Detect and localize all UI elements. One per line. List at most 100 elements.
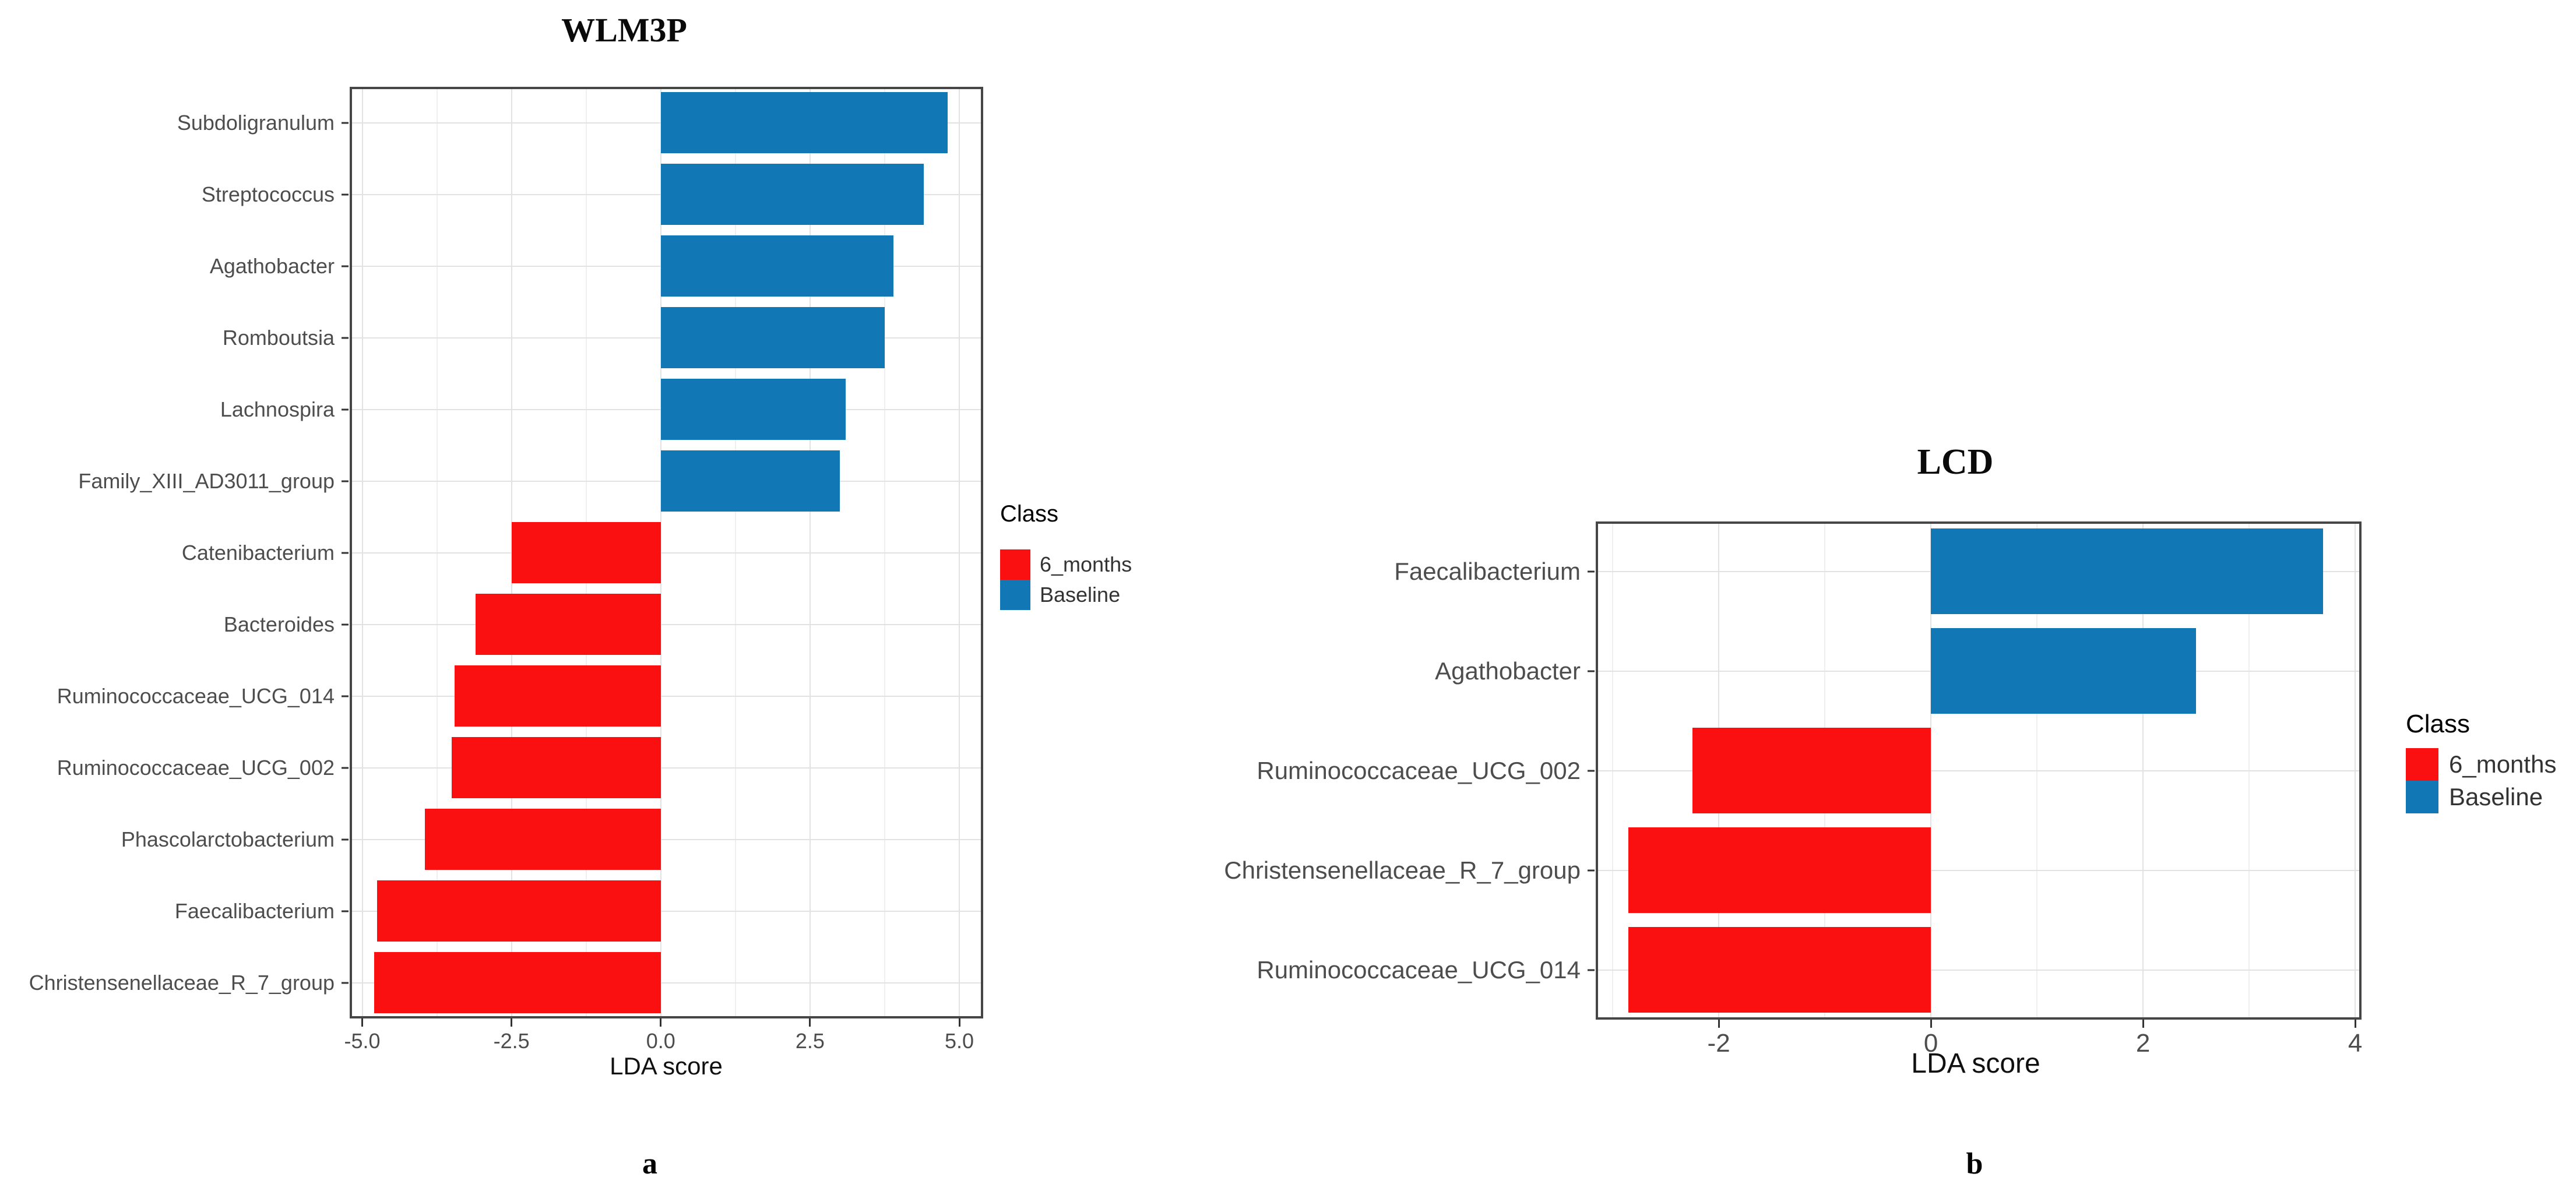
- x-axis-tick-label: 0.0: [646, 1029, 675, 1053]
- y-axis-label-Ruminococcaceae_UCG_014: Ruminococcaceae_UCG_014: [57, 683, 335, 708]
- legend-swatch-6-months: [1000, 549, 1030, 580]
- bar-Ruminococcaceae_UCG_014: [1628, 926, 1931, 1013]
- legend-item-6-months: 6_months: [1000, 549, 1132, 580]
- major-gridline-horizontal: [350, 767, 983, 769]
- legend-swatch-6-months: [2406, 748, 2438, 781]
- y-axis-tick: [342, 552, 349, 554]
- bar-Ruminococcaceae_UCG_002: [452, 736, 661, 799]
- legend-swatch-baseline: [1000, 580, 1030, 610]
- y-axis-label-Agathobacter: Agathobacter: [209, 253, 335, 278]
- y-axis-label-Phascolarctobacterium: Phascolarctobacterium: [121, 827, 335, 851]
- y-axis-label-Faecalibacterium: Faecalibacterium: [174, 898, 335, 923]
- y-axis-tick: [1588, 670, 1595, 672]
- panel-letter-a: a: [642, 1147, 657, 1180]
- y-axis-tick: [1588, 869, 1595, 871]
- bar-Family_XIII_AD3011_group: [660, 450, 840, 512]
- x-axis-tick-label: -5.0: [344, 1029, 381, 1053]
- y-axis-tick: [342, 838, 349, 840]
- legend-label-6-months: 6_months: [1040, 552, 1132, 576]
- major-gridline-horizontal: [1596, 969, 2362, 971]
- major-gridline-horizontal: [350, 982, 983, 984]
- major-gridline-horizontal: [350, 552, 983, 554]
- x-axis-tick-label: 5.0: [944, 1029, 974, 1053]
- legend-item-baseline: Baseline: [2406, 781, 2556, 813]
- y-axis-label-Bacteroides: Bacteroides: [223, 612, 335, 636]
- x-axis-tick: [1718, 1020, 1720, 1028]
- x-axis-tick-label: -2: [1707, 1029, 1730, 1058]
- y-axis-tick: [342, 193, 349, 195]
- legend-title: Class: [2406, 710, 2471, 738]
- y-axis-tick: [342, 265, 349, 267]
- legend-swatch-baseline: [2406, 781, 2438, 813]
- y-axis-label-Faecalibacterium: Faecalibacterium: [1394, 557, 1581, 585]
- bar-Christensenellaceae_R_7_group: [374, 951, 661, 1014]
- y-axis-tick: [1588, 770, 1595, 771]
- x-axis-tick: [660, 1018, 662, 1027]
- y-axis-label-Christensenellaceae_R_7_group: Christensenellaceae_R_7_group: [29, 970, 335, 995]
- y-axis-label-Streptococcus: Streptococcus: [201, 182, 335, 206]
- x-axis-tick-label: 0: [1923, 1029, 1938, 1058]
- panel-letter-b: b: [1966, 1147, 1983, 1180]
- plot-area: [350, 87, 983, 1018]
- legend-label-6-months: 6_months: [2449, 750, 2557, 778]
- y-axis-tick: [1588, 969, 1595, 971]
- x-axis-tick: [2354, 1020, 2356, 1028]
- plot-area: [1596, 521, 2362, 1020]
- y-axis-label-Ruminococcaceae_UCG_002: Ruminococcaceae_UCG_002: [57, 755, 335, 780]
- y-axis-label-Catenibacterium: Catenibacterium: [181, 540, 335, 565]
- major-gridline-horizontal: [350, 695, 983, 697]
- y-axis-tick: [342, 122, 349, 124]
- y-axis-label-Ruminococcaceae_UCG_014: Ruminococcaceae_UCG_014: [1257, 956, 1581, 984]
- legend-label-baseline: Baseline: [1040, 583, 1121, 607]
- major-gridline-horizontal: [350, 623, 983, 625]
- major-gridline-horizontal: [350, 838, 983, 840]
- y-axis-tick: [1588, 570, 1595, 572]
- y-axis-tick: [342, 695, 349, 697]
- x-axis-tick-label: 2.5: [795, 1029, 825, 1053]
- y-axis-tick: [342, 982, 349, 984]
- legend-item-baseline: Baseline: [1000, 580, 1132, 610]
- y-axis-tick: [342, 408, 349, 410]
- bar-Streptococcus: [660, 163, 924, 225]
- y-axis-label-Agathobacter: Agathobacter: [1435, 657, 1581, 685]
- major-gridline-horizontal: [1596, 770, 2362, 771]
- x-axis-tick-label: -2.5: [493, 1029, 530, 1053]
- bar-Faecalibacterium: [377, 880, 661, 942]
- x-axis-tick-label: 2: [2135, 1029, 2151, 1058]
- y-axis-tick: [342, 767, 349, 769]
- bar-Faecalibacterium: [1931, 528, 2324, 615]
- x-axis-tick: [511, 1018, 513, 1027]
- chart-b-x-axis-title: LDA score: [1911, 1048, 2040, 1079]
- bar-Ruminococcaceae_UCG_002: [1692, 727, 1931, 814]
- major-gridline-horizontal: [1596, 869, 2362, 871]
- bar-Phascolarctobacterium: [425, 808, 661, 870]
- legend-label-baseline: Baseline: [2449, 783, 2543, 810]
- chart-b-legend: Class 6_months Baseline: [2406, 710, 2556, 813]
- legend-item-6-months: 6_months: [2406, 748, 2556, 781]
- bar-Ruminococcaceae_UCG_014: [455, 665, 661, 727]
- chart-a-title: WLM3P: [561, 11, 687, 49]
- y-axis-label-Lachnospira: Lachnospira: [220, 397, 335, 421]
- x-axis-tick: [958, 1018, 960, 1027]
- chart-b-title: LCD: [1917, 442, 1994, 482]
- x-axis-tick: [1930, 1020, 1932, 1028]
- y-axis-tick: [342, 623, 349, 625]
- bar-Agathobacter: [660, 235, 894, 297]
- bar-Romboutsia: [660, 306, 885, 369]
- y-axis-label-Ruminococcaceae_UCG_002: Ruminococcaceae_UCG_002: [1257, 756, 1581, 784]
- bar-Bacteroides: [476, 593, 661, 655]
- chart-a-x-axis-title: LDA score: [610, 1052, 723, 1080]
- x-axis-tick: [2142, 1020, 2144, 1028]
- y-axis-label-Christensenellaceae_R_7_group: Christensenellaceae_R_7_group: [1224, 856, 1581, 884]
- chart-a-legend: Class 6_months Baseline: [1000, 501, 1132, 610]
- y-axis-tick: [342, 910, 349, 912]
- x-axis-tick-label: 4: [2348, 1029, 2363, 1058]
- legend-title: Class: [1000, 501, 1059, 527]
- y-axis-tick: [342, 480, 349, 482]
- bar-Catenibacterium: [511, 521, 661, 584]
- major-gridline-horizontal: [350, 910, 983, 912]
- x-axis-tick: [809, 1018, 811, 1027]
- x-axis-tick: [361, 1018, 363, 1027]
- bar-Christensenellaceae_R_7_group: [1628, 827, 1931, 914]
